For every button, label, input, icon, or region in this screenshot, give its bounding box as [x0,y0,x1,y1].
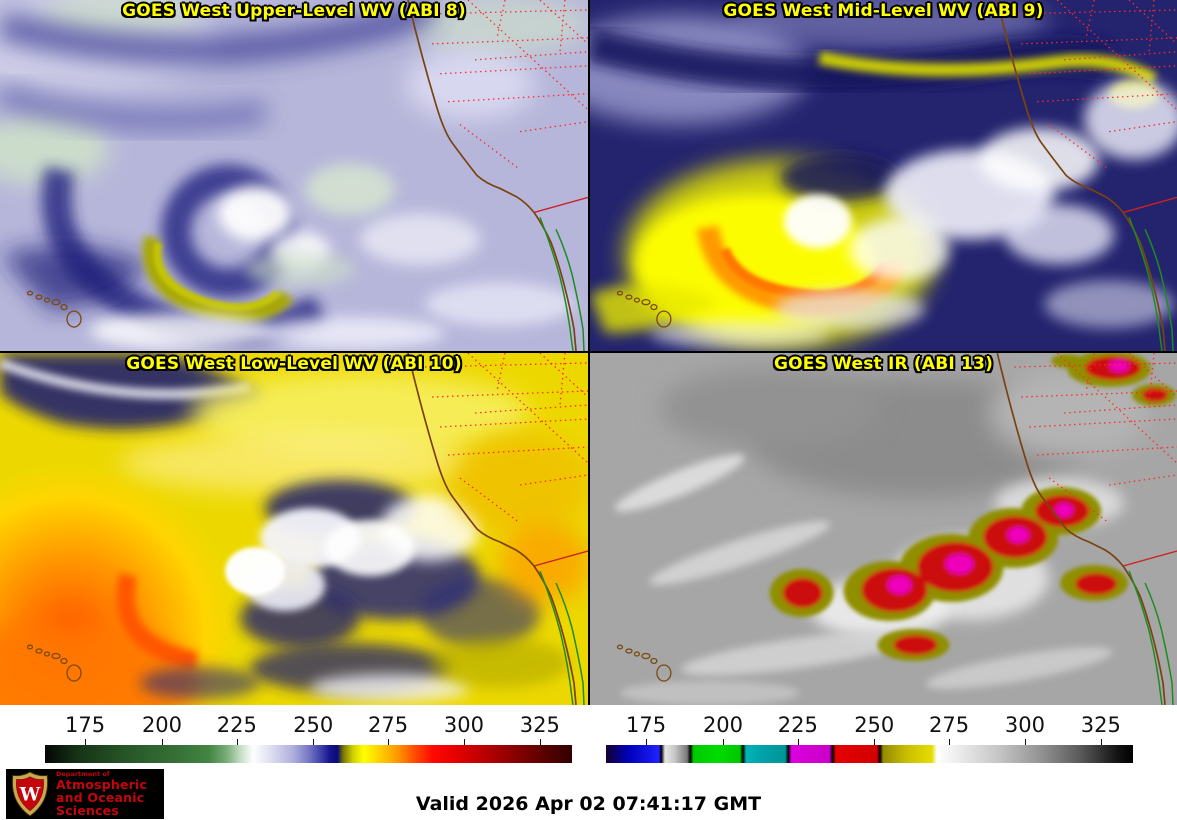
panel-low-level-wv: GOES West Low-Level WV (ABI 10) [0,353,588,705]
panel-grid: GOES West Upper-Level WV (ABI 8) [0,0,1177,705]
colorbar-tick [161,739,163,745]
colorbar-gradient-wv [45,745,572,763]
colorbar-ir: 175 200 225 250 275 300 325 [606,705,1133,765]
colorbar-tick-label: 225 [216,713,257,737]
panel-mid-level-wv: GOES West Mid-Level WV (ABI 9) [590,0,1177,351]
colorbar-tick-label: 275 [929,713,970,737]
valid-timestamp: Valid 2026 Apr 02 07:41:17 GMT [415,793,762,815]
logo-name-line2: and Oceanic Sciences [56,789,145,818]
colorbar-tick [236,739,238,745]
uw-aos-logo: W Department of Atmospheric and Oceanic … [6,769,164,819]
satellite-image-abi8 [0,0,588,351]
satellite-image-abi9 [590,0,1177,351]
colorbar-tick-label: 300 [443,713,484,737]
colorbar-tick [313,739,315,745]
satellite-image-abi10 [0,353,588,705]
uw-crest-icon: W [11,771,49,817]
panel-title-abi10: GOES West Low-Level WV (ABI 10) [126,354,462,374]
colorbar-tick-label: 250 [854,713,895,737]
colorbar-tick-label: 175 [65,713,106,737]
colorbar-tick-label: 200 [141,713,183,737]
colorbar-wv: 175 200 225 250 275 300 325 [45,705,572,765]
colorbar-tick [463,739,465,745]
colorbar-tick-label: 325 [519,713,560,737]
colorbar-tick-label: 275 [368,713,409,737]
colorbar-tick-label: 300 [1004,713,1045,737]
colorbar-tick [797,739,799,745]
logo-dept-line: Department of [56,769,110,778]
logo-text: Department of Atmospheric and Oceanic Sc… [56,769,164,818]
colorbar-tick-label: 250 [293,713,334,737]
panel-title-abi8: GOES West Upper-Level WV (ABI 8) [122,1,466,21]
colorbar-tick [388,739,390,745]
panel-title-abi13: GOES West IR (ABI 13) [773,354,994,374]
colorbar-tick [1100,739,1102,745]
colorbar-tick [1024,739,1026,745]
colorbar-tick [874,739,876,745]
satellite-image-abi13 [590,353,1177,705]
colorbar-tick [722,739,724,745]
footer: 175 200 225 250 275 300 325 175 200 225 … [0,705,1177,820]
colorbar-tick-label: 200 [702,713,744,737]
panel-ir: GOES West IR (ABI 13) [590,353,1177,705]
colorbar-tick [539,739,541,745]
colorbar-tick [85,739,87,745]
colorbar-tick-label: 325 [1080,713,1121,737]
panel-upper-level-wv: GOES West Upper-Level WV (ABI 8) [0,0,588,351]
colorbar-tick-label: 175 [626,713,667,737]
panel-title-abi9: GOES West Mid-Level WV (ABI 9) [723,1,1044,21]
colorbar-tick [646,739,648,745]
colorbar-tick [949,739,951,745]
colorbar-tick-label: 225 [777,713,818,737]
logo-name-line1: Atmospheric [56,776,148,792]
colorbar-gradient-ir [606,745,1133,763]
crest-letter: W [19,785,41,806]
